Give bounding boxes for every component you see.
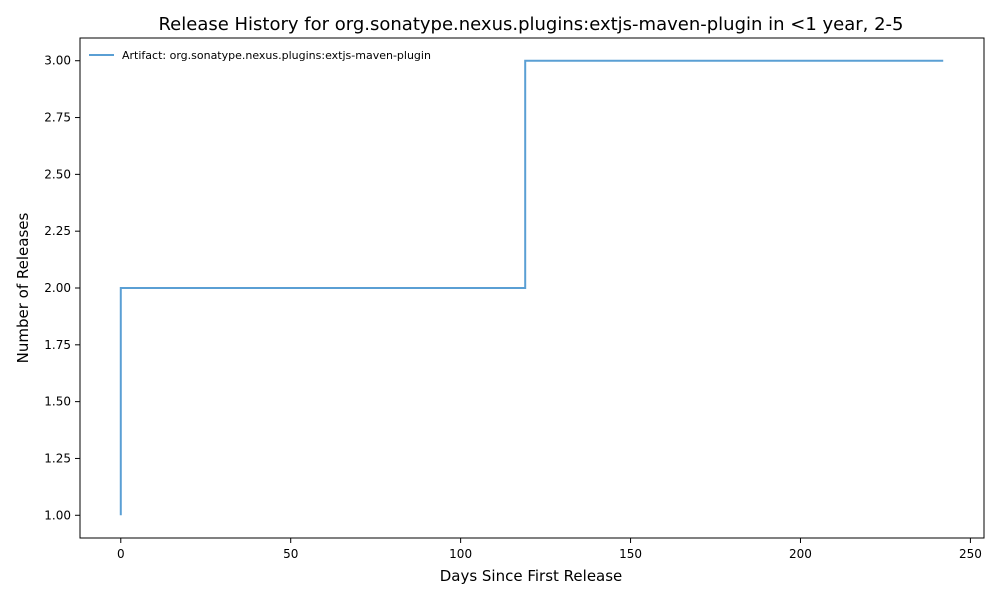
y-tick-label: 2.25 [44,224,71,238]
y-tick-label: 2.75 [44,111,71,125]
x-tick-label: 150 [619,547,642,561]
series-layer [119,59,944,516]
series-line [119,59,944,516]
y-axis-label: Number of Releases [14,212,32,363]
x-axis-label: Days Since First Release [440,567,623,585]
y-tick-label: 2.00 [44,281,71,295]
x-tick-label: 50 [283,547,298,561]
x-tick-label: 250 [959,547,982,561]
y-tick-label: 2.50 [44,167,71,181]
y-tick-label: 1.00 [44,508,71,522]
legend: Artifact: org.sonatype.nexus.plugins:ext… [89,49,431,62]
y-tick-label: 1.50 [44,395,71,409]
y-tick-label: 1.75 [44,338,71,352]
x-tick-label: 100 [449,547,472,561]
x-tick-label: 0 [117,547,125,561]
y-tick-label: 3.00 [44,54,71,68]
x-axis-ticks: 0 50 100 150 200 250 [117,538,982,561]
y-tick-label: 1.25 [44,451,71,465]
chart-title: Release History for org.sonatype.nexus.p… [158,14,903,35]
x-tick-label: 200 [789,547,812,561]
legend-label: Artifact: org.sonatype.nexus.plugins:ext… [122,49,431,62]
y-axis-ticks: 1.00 1.25 1.50 1.75 2.00 2.25 2.50 2.75 3.00 [44,54,80,522]
